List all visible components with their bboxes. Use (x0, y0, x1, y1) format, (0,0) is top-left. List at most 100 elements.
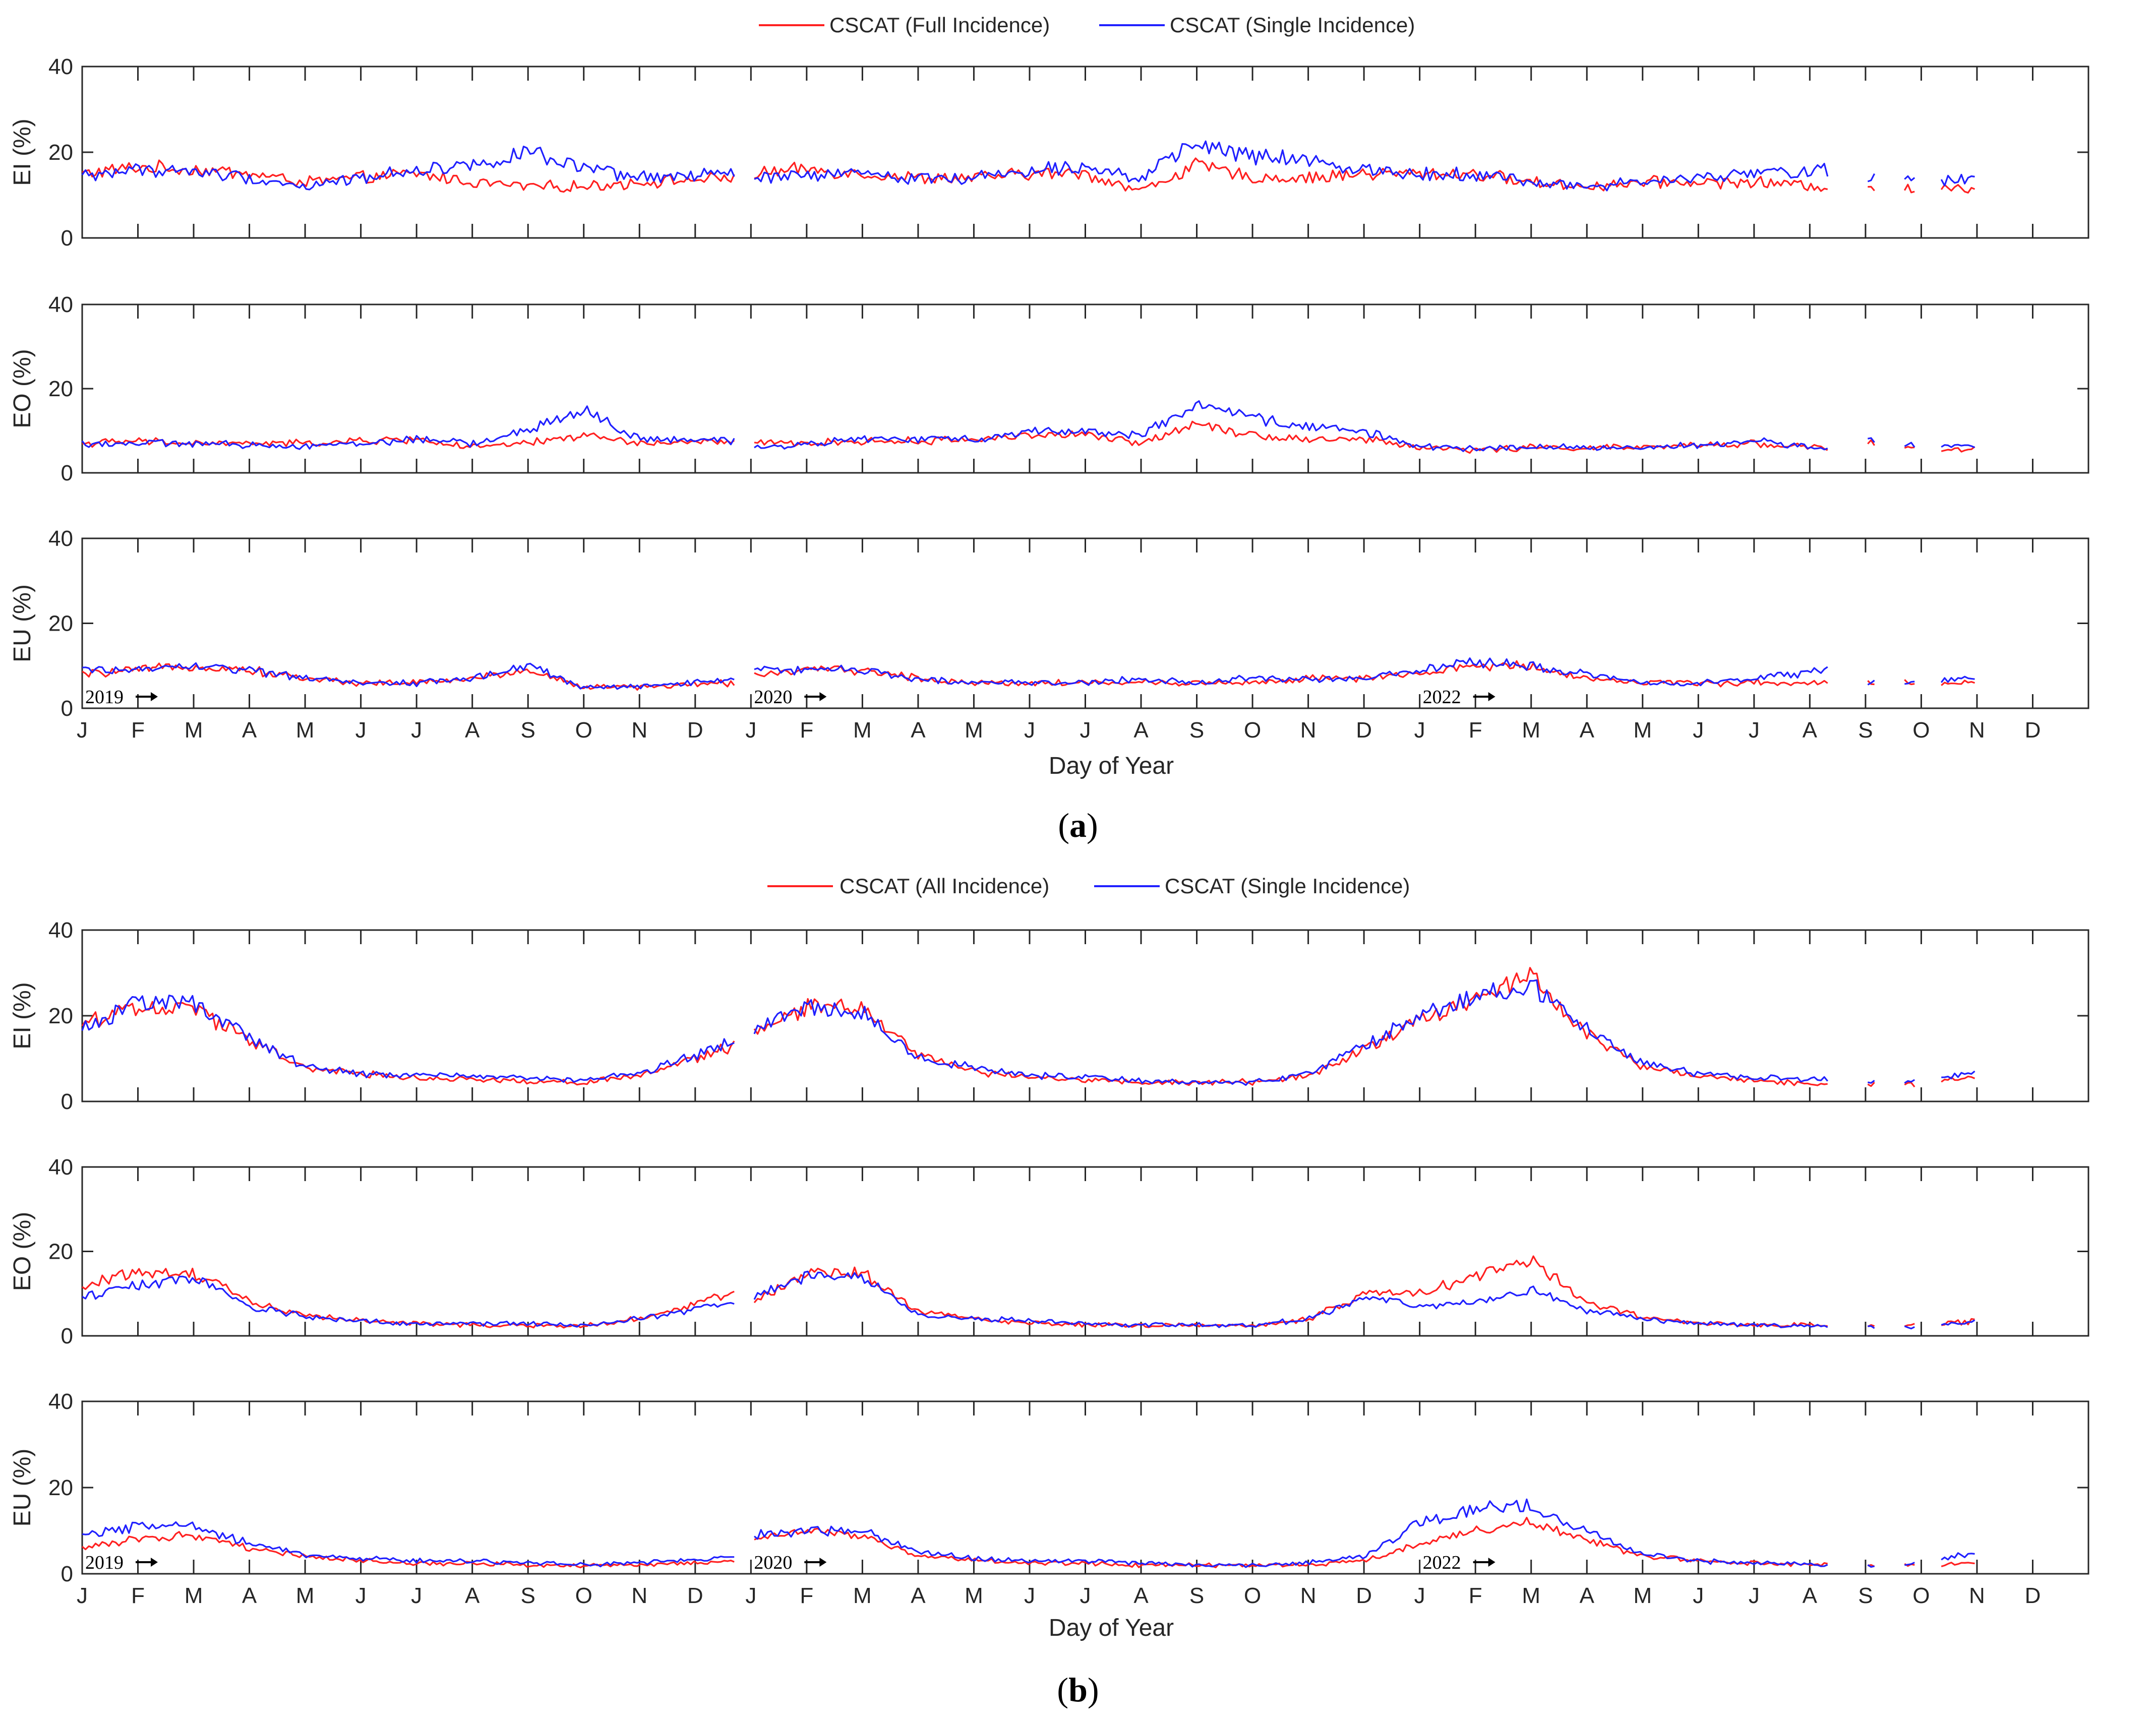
y-tick-label: 40 (48, 526, 73, 551)
x-tick-label: F (131, 1583, 145, 1608)
x-tick-label: O (1912, 718, 1930, 743)
x-tick-label: O (575, 1583, 592, 1608)
x-tick-label: M (1633, 1583, 1652, 1608)
x-tick-label: J (745, 718, 756, 743)
x-tick-label: J (1080, 1583, 1091, 1608)
year-marker: 2019 (85, 687, 124, 708)
x-tick-label: A (1803, 718, 1818, 743)
year-marker: 2022 (1423, 687, 1461, 708)
y-tick-label: 20 (48, 1475, 73, 1500)
x-tick-label: O (1244, 1583, 1261, 1608)
x-tick-label: D (2025, 718, 2041, 743)
legend-label-blue: CSCAT (Single Incidence) (1170, 13, 1415, 37)
y-tick-label: 0 (61, 696, 73, 721)
x-tick-label: O (1244, 718, 1261, 743)
x-tick-label: J (1749, 1583, 1760, 1608)
x-tick-label: D (1356, 1583, 1372, 1608)
y-tick-label: 20 (48, 1240, 73, 1264)
figure-b: CSCAT (All Incidence) CSCAT (Single Inci… (9, 874, 2089, 1709)
y-tick-label: 40 (48, 1389, 73, 1414)
x-tick-label: M (853, 1583, 872, 1608)
x-tick-label: A (911, 718, 926, 743)
x-axis-title: Day of Year (1049, 1615, 1174, 1641)
x-tick-label: J (1693, 718, 1704, 743)
series-line-red (81, 967, 1975, 1088)
year-arrow-head (1488, 692, 1495, 701)
subplot-eu: 0 20 40 EU (%) 2019 2020 2022 (9, 526, 2089, 721)
subplot-eu: 0 20 40 EU (%) 2019 2020 2022 (9, 1389, 2089, 1586)
subplot-ei: 0 20 40 EI (%) (9, 54, 2089, 251)
x-tick-label: M (185, 1583, 203, 1608)
series-line-blue (81, 400, 1975, 452)
y-tick-label: 20 (48, 611, 73, 636)
x-tick-label: J (411, 718, 422, 743)
x-tick-label: S (1189, 718, 1204, 743)
x-tick-label: M (965, 1583, 983, 1608)
series-line-blue (82, 657, 1975, 690)
x-tick-label: N (631, 1583, 647, 1608)
x-tick-label: S (521, 1583, 535, 1608)
x-tick-label: M (296, 1583, 315, 1608)
x-tick-label: A (1133, 1583, 1149, 1608)
x-tick-label: S (1858, 718, 1873, 743)
series-line-blue (81, 140, 1975, 192)
x-tick-label: N (1300, 1583, 1316, 1608)
y-axis-title: EI (%) (9, 118, 36, 186)
x-tick-label: M (1522, 718, 1540, 743)
year-arrow-head (819, 1558, 827, 1567)
x-tick-label: D (1356, 718, 1372, 743)
series-line-red (82, 660, 1975, 691)
x-tick-label: M (1522, 1583, 1540, 1608)
series-line-red (81, 1517, 1975, 1569)
x-tick-label: F (800, 718, 813, 743)
x-axis-title: Day of Year (1049, 753, 1174, 779)
subplot-eo: 0 20 40 EO (%) (9, 1155, 2089, 1348)
x-tick-label: A (242, 718, 257, 743)
x-tick-label: M (853, 718, 872, 743)
legend-a: CSCAT (Full Incidence) CSCAT (Single Inc… (759, 13, 1415, 37)
x-tick-label: J (1024, 1583, 1035, 1608)
y-tick-label: 40 (48, 292, 73, 317)
y-tick-label: 0 (61, 1562, 73, 1586)
year-arrow-head (151, 692, 158, 701)
x-tick-label: M (296, 718, 315, 743)
x-tick-label: F (131, 718, 145, 743)
year-marker: 2019 (85, 1552, 124, 1573)
x-tick-label: F (800, 1583, 813, 1608)
series-line-blue (81, 979, 1975, 1086)
y-tick-label: 0 (61, 226, 73, 251)
legend-label-blue: CSCAT (Single Incidence) (1165, 874, 1410, 898)
x-tick-label: N (1969, 1583, 1985, 1608)
x-tick-label: N (1969, 718, 1985, 743)
x-tick-label: M (965, 718, 983, 743)
x-tick-label: A (911, 1583, 926, 1608)
y-axis-title: EI (%) (9, 982, 36, 1049)
x-tick-label: O (575, 718, 592, 743)
y-tick-label: 0 (61, 461, 73, 485)
x-tick-label: J (1414, 718, 1425, 743)
x-tick-label: A (465, 1583, 480, 1608)
x-tick-label: D (687, 718, 703, 743)
year-marker: 2020 (754, 1552, 792, 1573)
figure-a: CSCAT (Full Incidence) CSCAT (Single Inc… (9, 13, 2089, 844)
x-tick-label: A (1803, 1583, 1818, 1608)
x-tick-label: J (1024, 718, 1035, 743)
x-tick-label: J (1693, 1583, 1704, 1608)
x-tick-label: D (2025, 1583, 2041, 1608)
series-line-red (82, 420, 1975, 454)
x-tick-label: O (1912, 1583, 1930, 1608)
x-tick-label: A (242, 1583, 257, 1608)
x-tick-label: J (1414, 1583, 1425, 1608)
series-line-blue (82, 1270, 1975, 1330)
y-tick-label: 40 (48, 1155, 73, 1180)
x-tick-label: N (631, 718, 647, 743)
x-tick-label: M (1633, 718, 1652, 743)
x-tick-label: S (1858, 1583, 1873, 1608)
year-arrow-head (151, 1558, 158, 1567)
y-tick-label: 0 (61, 1089, 73, 1114)
y-tick-label: 40 (48, 54, 73, 79)
x-tick-label: J (77, 1583, 88, 1608)
subplot-eo: 0 20 40 EO (%) (9, 292, 2089, 485)
y-tick-label: 20 (48, 140, 73, 165)
